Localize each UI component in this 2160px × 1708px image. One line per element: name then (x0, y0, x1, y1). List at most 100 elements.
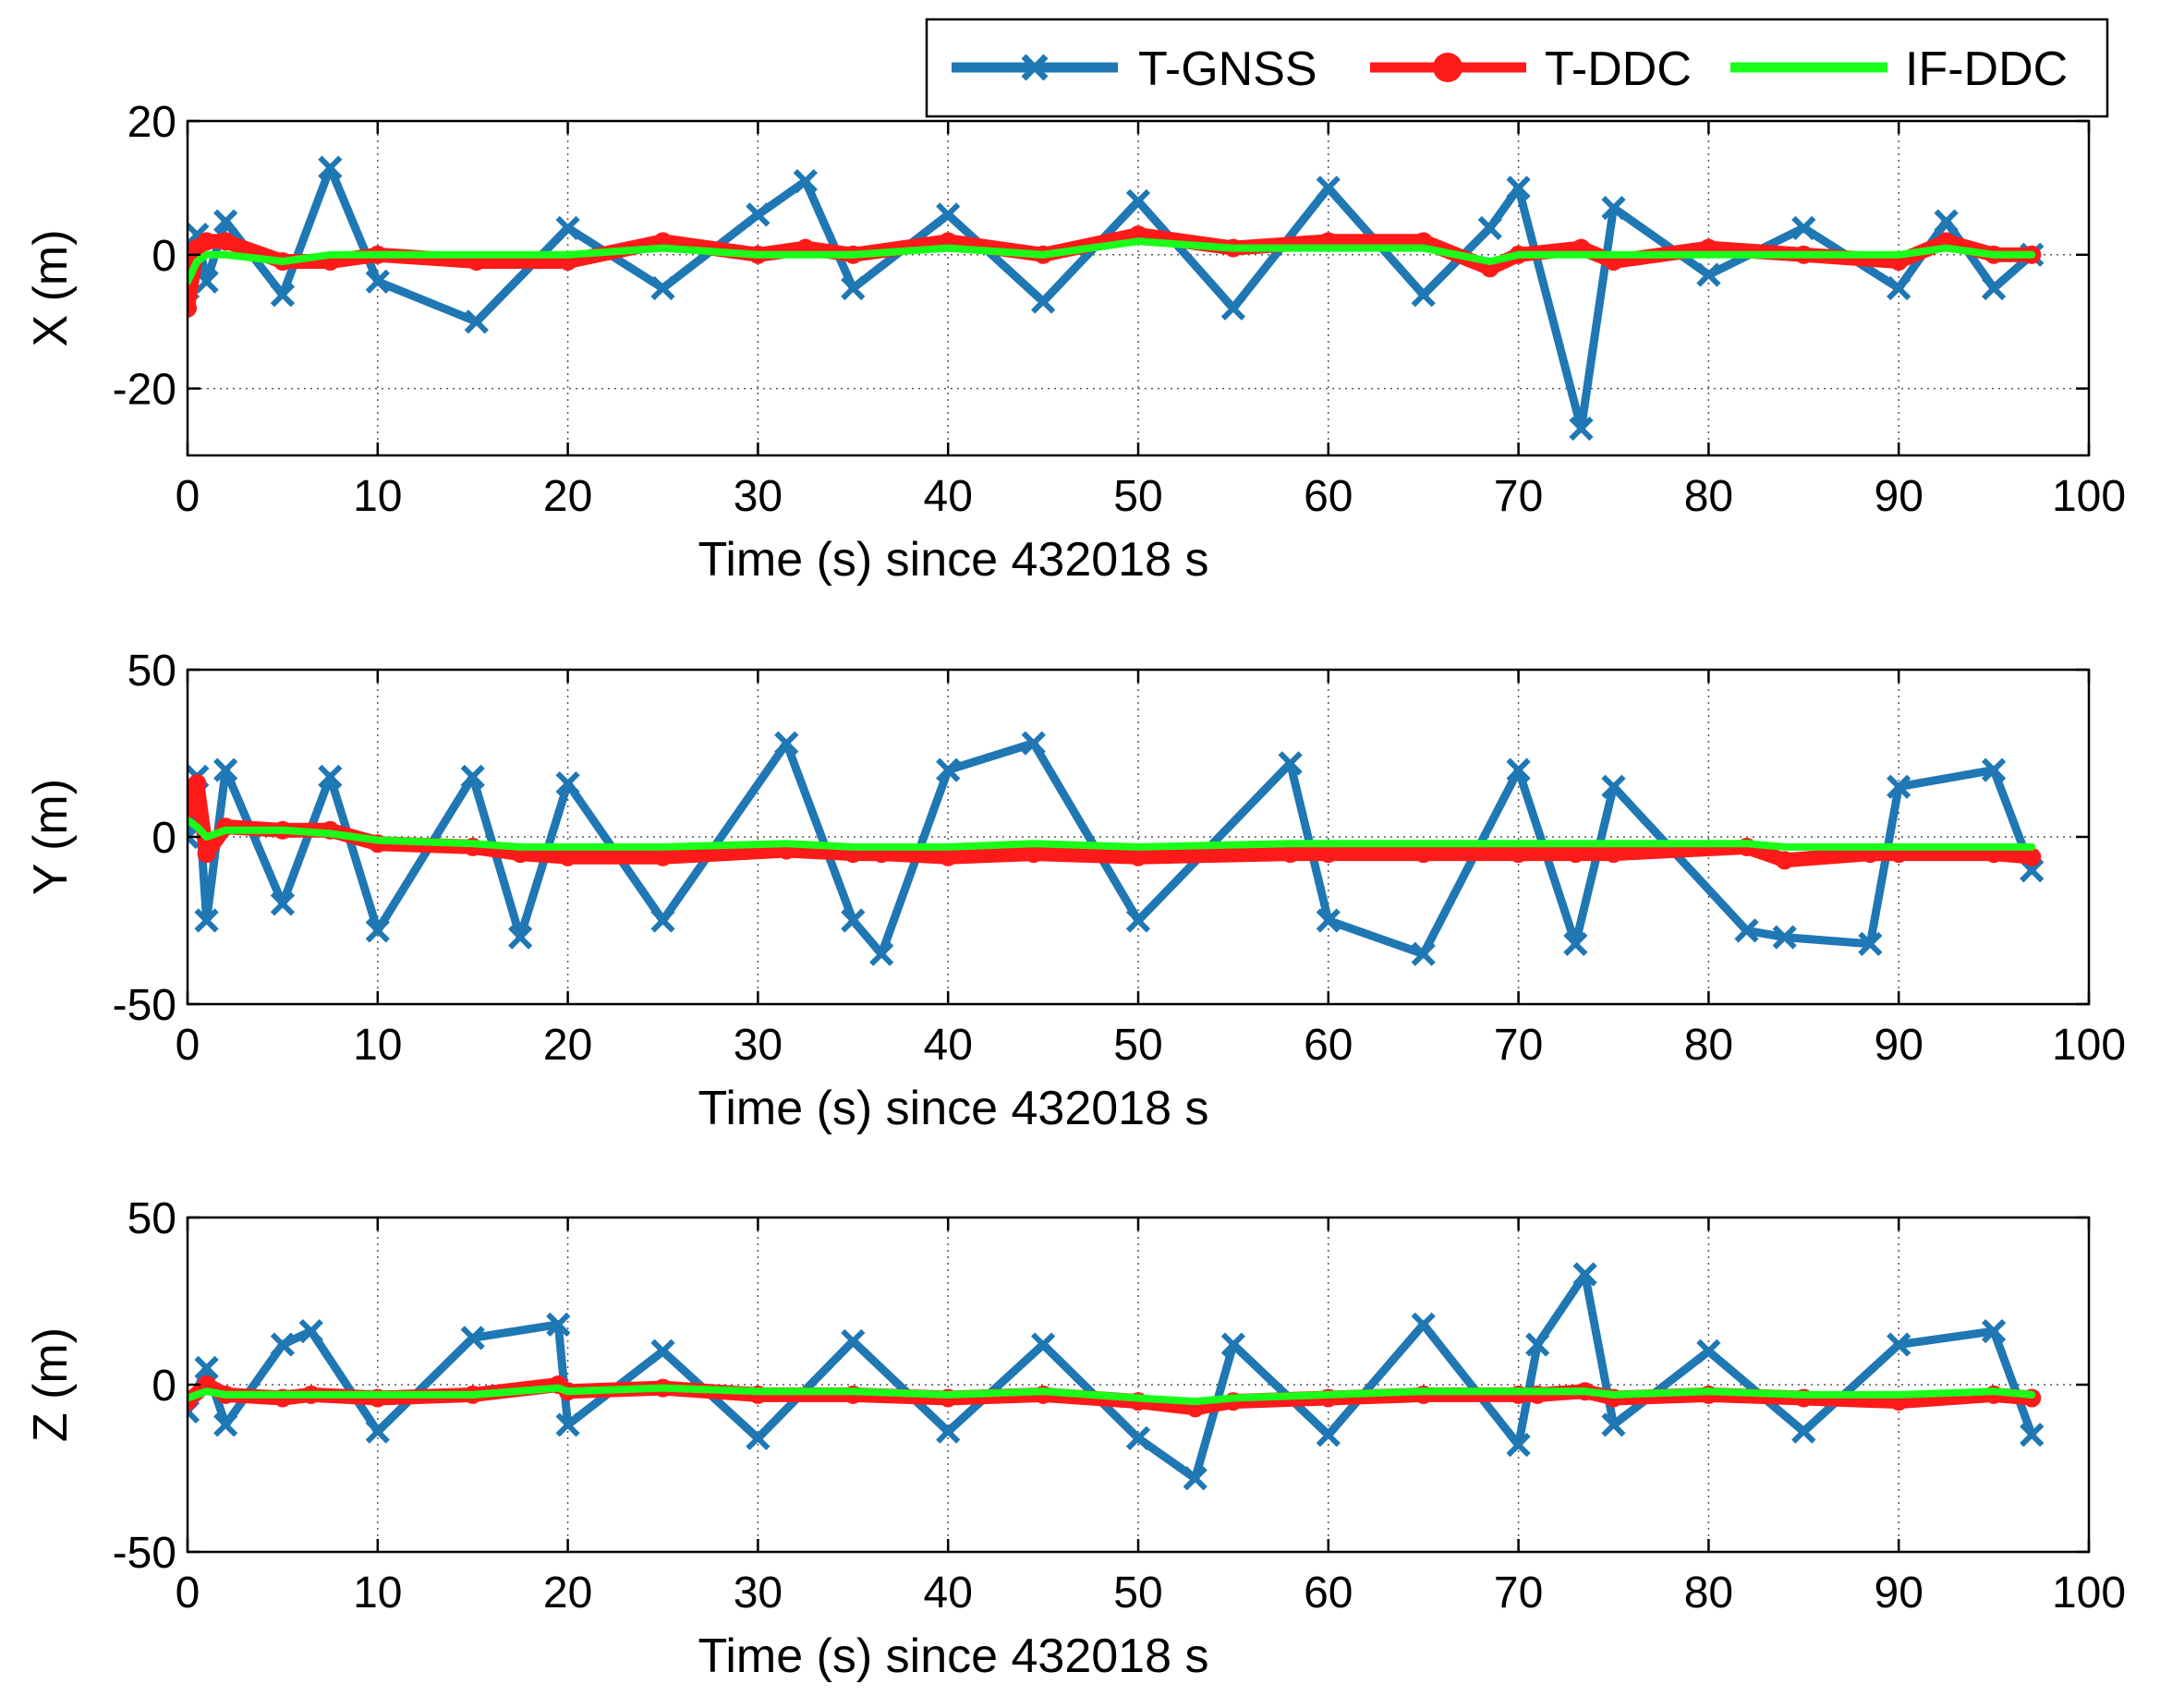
xtick-label-x-1: 10 (353, 472, 402, 521)
point-t-ddc-x-3 (216, 232, 236, 251)
point-t-gnss-x-17 (1316, 176, 1341, 200)
point-t-gnss-x-7 (464, 309, 489, 334)
xtick-label-x-9: 90 (1875, 472, 1923, 521)
legend-marker-t-gnss (1021, 54, 1049, 81)
xtick-label-x-5: 50 (1113, 472, 1162, 521)
xtick-label-z-10: 100 (2052, 1569, 2126, 1617)
series-group-z (188, 1262, 2045, 1491)
series-line-if-ddc-x (188, 237, 2036, 285)
point-t-gnss-x-27 (1981, 275, 2007, 301)
point-t-gnss-z-17 (1316, 1423, 1341, 1448)
point-t-gnss-y-13 (869, 941, 894, 966)
plot-area-x (188, 121, 2089, 455)
point-t-gnss-z-12 (936, 1419, 961, 1444)
point-t-gnss-z-13 (1030, 1332, 1056, 1357)
point-t-gnss-y-25 (1858, 931, 1883, 956)
point-t-ddc-y-15 (1024, 844, 1043, 864)
ytick-label-x-0: -20 (113, 366, 176, 415)
point-t-gnss-z-20 (1525, 1332, 1550, 1357)
point-t-ddc-y-16 (1129, 847, 1147, 866)
point-t-gnss-y-16 (1125, 908, 1151, 933)
point-t-gnss-y-2 (194, 908, 219, 933)
ylabel-y: Y (m) (24, 779, 78, 895)
point-t-gnss-z-22 (1601, 1412, 1626, 1437)
point-t-ddc-y-9 (558, 847, 577, 866)
legend-label-t-gnss: T-GNSS (1138, 42, 1317, 96)
point-t-gnss-x-4 (270, 283, 296, 308)
point-t-gnss-z-11 (841, 1328, 866, 1354)
point-t-gnss-z-14 (1125, 1425, 1151, 1451)
legend: T-GNSS T-DDC IF-DDC (925, 18, 2109, 118)
xtick-label-x-4: 40 (924, 472, 973, 521)
point-t-gnss-y-3 (213, 757, 238, 782)
point-t-gnss-z-6 (460, 1326, 485, 1351)
point-t-ddc-y-18 (1318, 844, 1338, 864)
point-t-gnss-y-20 (1506, 757, 1531, 782)
point-t-gnss-x-14 (1030, 289, 1056, 314)
point-t-gnss-x-22 (1601, 195, 1626, 221)
point-t-ddc-y-24 (1775, 851, 1794, 870)
xtick-label-x-10: 100 (2052, 472, 2126, 521)
ylabel-z: Z (m) (24, 1327, 78, 1442)
xlabel-z: Time (s) since 432018 s (698, 1629, 1209, 1683)
xtick-label-z-5: 50 (1113, 1569, 1162, 1617)
point-t-gnss-x-19 (1477, 215, 1502, 240)
series-group-y (188, 731, 2045, 966)
point-t-gnss-y-10 (650, 908, 675, 933)
point-t-gnss-x-26 (1934, 209, 1959, 234)
ytick-label-x-2: 20 (127, 98, 176, 147)
point-t-gnss-z-8 (555, 1412, 580, 1437)
point-t-ddc-y-17 (1280, 844, 1300, 864)
point-t-gnss-x-6 (365, 269, 390, 294)
point-t-gnss-y-5 (318, 764, 343, 789)
point-t-gnss-y-24 (1772, 925, 1797, 950)
point-t-ddc-x-2 (197, 232, 216, 251)
xtick-label-y-4: 40 (924, 1021, 973, 1070)
xtick-label-z-4: 40 (924, 1569, 973, 1617)
point-t-ddc-x-0 (188, 298, 197, 318)
point-t-gnss-x-21 (1569, 416, 1594, 442)
xtick-label-y-6: 60 (1304, 1021, 1353, 1070)
point-t-gnss-z-21 (1572, 1262, 1597, 1287)
point-t-gnss-z-9 (650, 1339, 675, 1363)
ytick-label-z-0: -50 (113, 1529, 176, 1578)
point-t-ddc-y-28 (2022, 847, 2042, 866)
xtick-label-z-3: 30 (734, 1569, 783, 1617)
xtick-label-y-3: 30 (734, 1021, 783, 1070)
point-t-gnss-x-15 (1125, 188, 1151, 214)
point-t-gnss-y-17 (1278, 751, 1303, 776)
point-t-gnss-x-9 (650, 275, 675, 301)
point-t-gnss-x-24 (1791, 215, 1816, 240)
point-t-gnss-y-23 (1734, 918, 1759, 943)
ytick-label-y-1: 0 (152, 814, 176, 863)
point-t-gnss-z-7 (546, 1312, 571, 1337)
point-t-gnss-y-12 (841, 908, 866, 933)
xtick-label-y-9: 90 (1875, 1021, 1923, 1070)
point-t-gnss-z-1 (194, 1355, 219, 1381)
xtick-label-y-7: 70 (1494, 1021, 1543, 1070)
point-t-gnss-z-23 (1696, 1339, 1721, 1363)
point-t-gnss-z-26 (1981, 1318, 2007, 1344)
point-t-gnss-y-27 (1981, 757, 2007, 782)
point-t-gnss-y-15 (1021, 731, 1046, 756)
point-t-gnss-y-11 (774, 731, 799, 756)
series-line-if-ddc-z (188, 1384, 2036, 1406)
ylabel-x: X (m) (24, 229, 78, 346)
xtick-label-z-1: 10 (353, 1569, 402, 1617)
point-t-ddc-y-2 (197, 844, 216, 864)
legend-label-if-ddc: IF-DDC (1905, 42, 2068, 96)
xtick-label-z-6: 60 (1304, 1569, 1353, 1617)
point-t-gnss-x-25 (1887, 275, 1911, 301)
point-t-ddc-y-19 (1414, 844, 1433, 864)
xtick-label-z-0: 0 (176, 1569, 200, 1617)
xtick-label-z-7: 70 (1494, 1569, 1543, 1617)
series-line-if-ddc-y (188, 816, 2036, 851)
point-t-ddc-y-1 (188, 774, 207, 793)
xtick-label-x-3: 30 (734, 472, 783, 521)
point-t-ddc-y-14 (939, 847, 958, 866)
point-t-gnss-x-5 (318, 155, 343, 180)
point-t-gnss-z-15 (1183, 1466, 1207, 1491)
